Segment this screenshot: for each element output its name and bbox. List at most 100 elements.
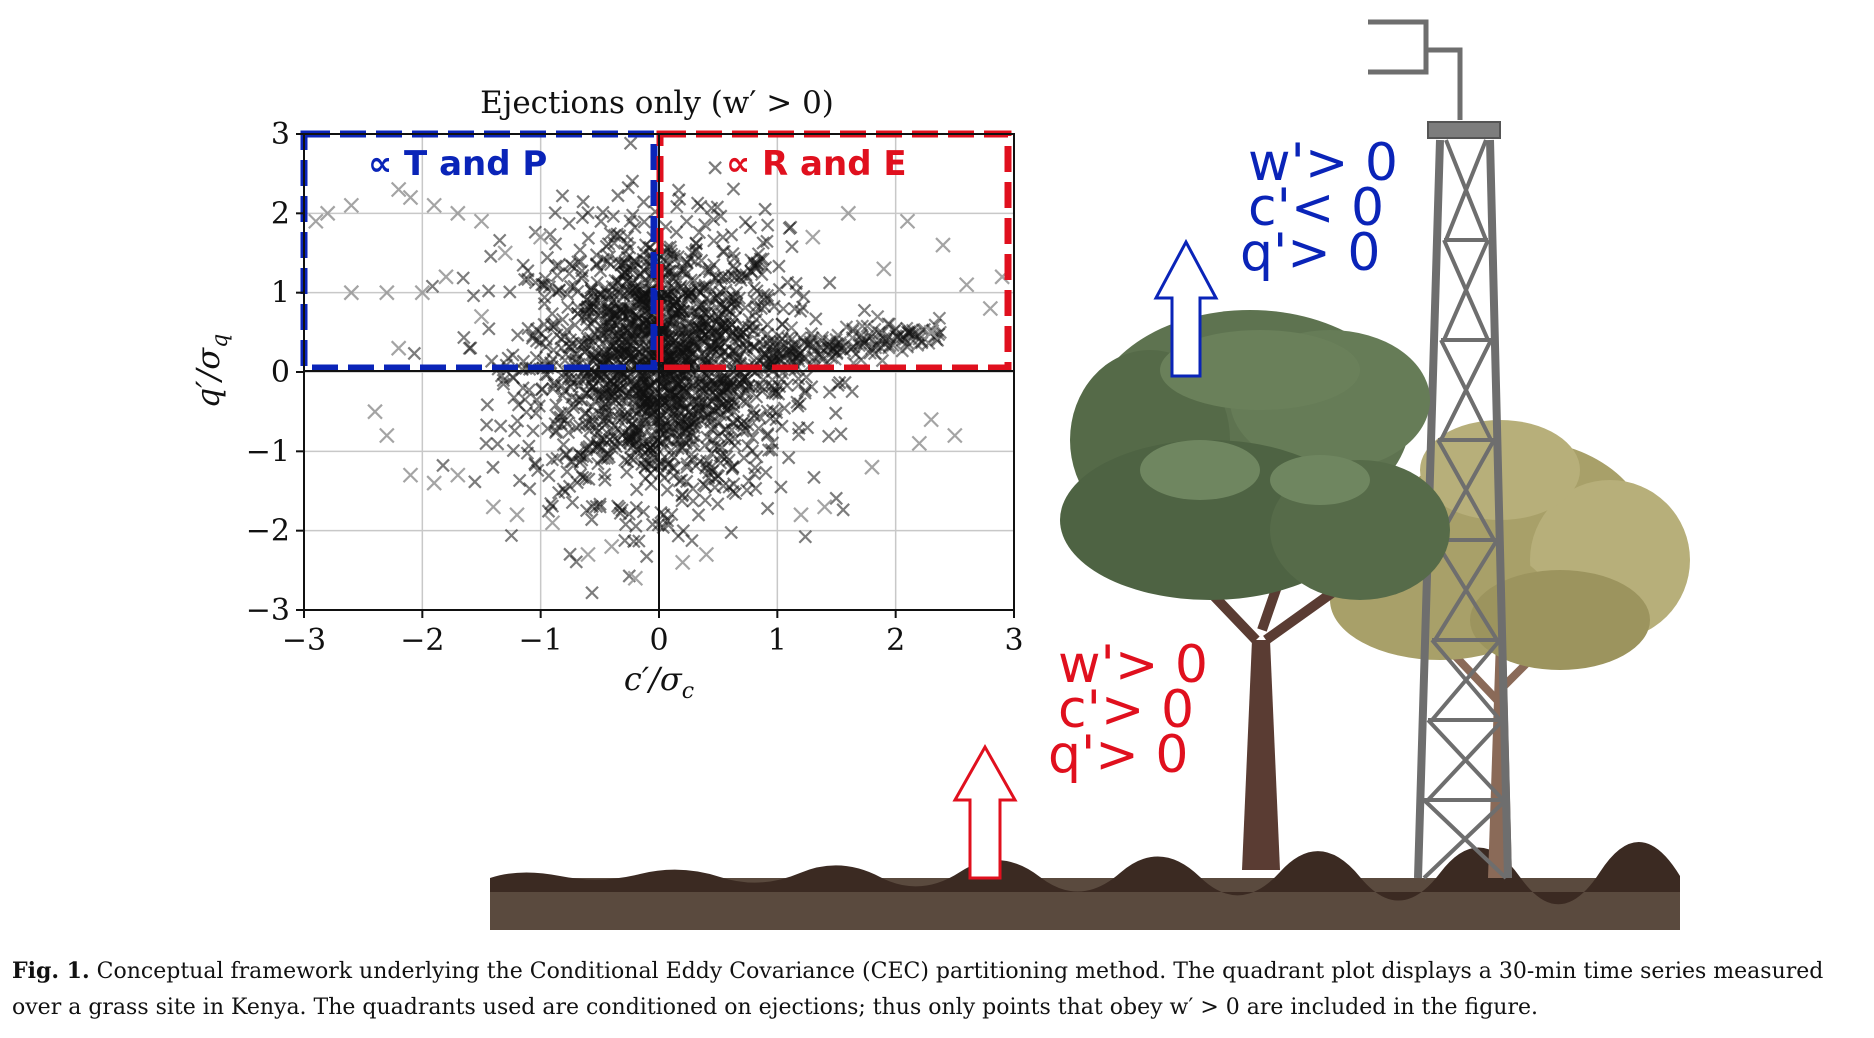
scatter-point [751,421,766,436]
scatter-point [565,259,579,273]
scatter-point [676,264,691,279]
scatter-point [782,221,797,236]
green-tree-illustration [1060,310,1450,870]
scatter-point [889,322,903,336]
scatter-point [550,451,564,466]
scatter-point [674,473,689,487]
scatter-point [645,517,660,532]
scatter-point [726,484,740,499]
scatter-point [679,214,694,229]
scatter-point [768,386,782,400]
scatter-point [698,263,713,277]
scatter-point [644,477,658,492]
scatter-point [568,318,582,332]
scatter-point [911,435,928,452]
blue-label-c: c'< 0 [1248,178,1384,238]
scatter-point [599,350,613,365]
scatter-point [715,440,729,455]
scatter-point [587,350,601,365]
scatter-point [485,499,502,515]
scatter-point [481,284,496,298]
scatter-point [556,482,571,496]
scatter-point [669,225,684,240]
scatter-point [769,405,784,420]
scatter-point [450,205,466,222]
scatter-point [747,353,761,368]
scatter-point [562,266,577,281]
scatter-point [667,252,681,267]
scatter-point [662,420,676,434]
scatter-point [517,272,532,287]
scatter-point [752,335,767,350]
scatter-point [923,411,939,428]
scatter-point [506,443,521,458]
scatter-point [745,323,760,338]
scatter-point [532,229,549,245]
scatter-point [857,303,872,318]
scatter-point [686,494,700,508]
scatter-point [615,503,629,517]
scatter-point [822,385,837,399]
scatter-point [603,538,620,555]
scatter-point [669,269,683,284]
scatter-point [671,321,685,336]
scatter-point [710,468,724,483]
scatter-point [570,347,584,361]
caption-text: Conceptual framework underlying the Cond… [12,959,1824,1020]
x-tick-label: 3 [1004,623,1023,658]
scatter-point [639,549,654,564]
scatter-point [450,467,466,483]
scatter-point [760,218,775,232]
scatter-point [486,460,500,475]
scatter-point [556,437,571,452]
scatter-point [534,326,549,341]
scatter-point [711,309,726,324]
scatter-point [710,497,725,511]
scatter-point [711,290,726,305]
scatter-point [806,339,820,354]
scatter-point [882,341,896,355]
scatter-point [698,328,712,342]
scatter-point [816,499,833,515]
y-tick-label: 2 [271,196,290,231]
scatter-point [379,427,395,444]
scatter-point [563,333,578,347]
scatter-point [696,383,711,397]
scatter-point [618,533,632,548]
scatter-point [547,378,562,393]
scatter-point [582,335,596,349]
scatter-point [555,312,570,327]
scatter-point [516,354,531,369]
scatter-point [705,378,720,393]
scatter-point [611,188,625,203]
scatter-point [545,306,560,321]
scatter-point [581,231,596,245]
scatter-point [737,451,751,465]
scatter-point [725,268,739,283]
scatter-point [580,309,595,324]
scatter-point [699,458,714,473]
figure-caption: Fig. 1. Conceptual framework underlying … [12,953,1862,1026]
scatter-point [545,499,560,513]
scatter-point [625,174,640,188]
scatter-point [565,495,580,510]
scatter-point [860,319,874,334]
scatter-point [638,238,653,252]
scatter-point [947,427,963,444]
scatter-point [707,233,721,248]
scatter-point [540,250,555,265]
x-tick-label: −2 [400,623,444,658]
scatter-point [664,285,679,299]
scatter-point [569,352,584,366]
scatter-point [613,382,627,396]
scatter-point [736,424,750,438]
scatter-point [671,183,686,197]
scatter-point [578,386,593,400]
scatter-point [674,554,691,571]
scatter-point [664,333,678,347]
scatter-point [698,493,713,508]
scatter-point [507,390,521,405]
scatter-point [629,255,644,269]
scatter-point [390,340,407,356]
scatter-point [629,500,644,515]
